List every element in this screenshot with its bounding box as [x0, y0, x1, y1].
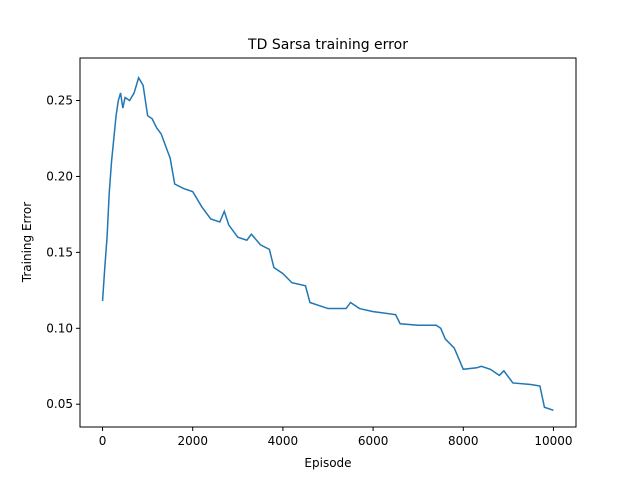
x-tick-label: 0 [99, 434, 107, 448]
plot-frame [79, 57, 577, 428]
y-tick-label: 0.05 [46, 397, 73, 411]
x-tick-label: 2000 [177, 434, 208, 448]
x-tick-label: 4000 [268, 434, 299, 448]
x-tick-label: 10000 [534, 434, 572, 448]
y-tick-label: 0.20 [46, 169, 73, 183]
y-tick-label: 0.15 [46, 245, 73, 259]
chart-title: TD Sarsa training error [247, 37, 408, 53]
y-tick-label: 0.10 [46, 321, 73, 335]
x-axis-label: Episode [304, 456, 351, 470]
x-tick-label: 8000 [448, 434, 479, 448]
line-series [101, 75, 554, 412]
y-axis-label: Training Error [20, 202, 34, 283]
y-tick-label: 0.25 [46, 94, 73, 108]
x-tick-label: 6000 [358, 434, 389, 448]
